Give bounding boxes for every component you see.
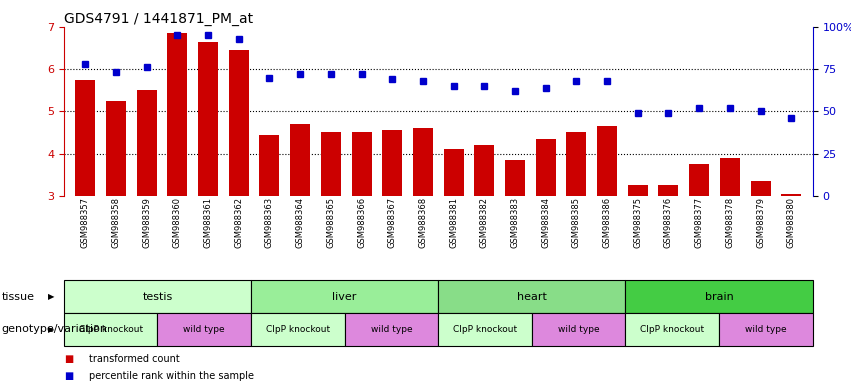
Bar bbox=[382, 131, 403, 196]
Text: genotype/variation: genotype/variation bbox=[2, 324, 108, 334]
Text: ▶: ▶ bbox=[48, 292, 54, 301]
Bar bbox=[625, 280, 813, 313]
Bar bbox=[567, 132, 586, 196]
Bar bbox=[345, 313, 438, 346]
Text: wild type: wild type bbox=[371, 325, 412, 334]
Text: ▶: ▶ bbox=[48, 325, 54, 334]
Text: brain: brain bbox=[705, 291, 734, 302]
Bar bbox=[260, 135, 279, 196]
Bar bbox=[438, 313, 532, 346]
Text: wild type: wild type bbox=[558, 325, 599, 334]
Text: heart: heart bbox=[517, 291, 547, 302]
Text: ClpP knockout: ClpP knockout bbox=[78, 325, 143, 334]
Text: wild type: wild type bbox=[745, 325, 786, 334]
Bar bbox=[443, 149, 464, 196]
Bar bbox=[719, 313, 813, 346]
Text: wild type: wild type bbox=[184, 325, 225, 334]
Bar bbox=[106, 101, 126, 196]
Bar bbox=[628, 185, 648, 196]
Bar bbox=[198, 42, 218, 196]
Text: testis: testis bbox=[142, 291, 173, 302]
Bar bbox=[413, 128, 433, 196]
Text: GDS4791 / 1441871_PM_at: GDS4791 / 1441871_PM_at bbox=[64, 12, 253, 26]
Bar bbox=[64, 280, 251, 313]
Text: ClpP knockout: ClpP knockout bbox=[266, 325, 330, 334]
Bar bbox=[536, 139, 556, 196]
Text: transformed count: transformed count bbox=[89, 354, 180, 364]
Bar bbox=[438, 280, 625, 313]
Bar bbox=[76, 80, 95, 196]
Text: ■: ■ bbox=[64, 371, 73, 381]
Bar bbox=[137, 90, 157, 196]
Text: ClpP knockout: ClpP knockout bbox=[640, 325, 705, 334]
Bar bbox=[720, 158, 740, 196]
Bar bbox=[689, 164, 709, 196]
Bar bbox=[532, 313, 625, 346]
Bar bbox=[168, 33, 187, 196]
Text: tissue: tissue bbox=[2, 291, 35, 302]
Text: percentile rank within the sample: percentile rank within the sample bbox=[89, 371, 254, 381]
Bar bbox=[751, 181, 770, 196]
Bar bbox=[64, 313, 157, 346]
Bar bbox=[290, 124, 310, 196]
Bar bbox=[659, 185, 678, 196]
Bar bbox=[474, 145, 494, 196]
Bar bbox=[625, 313, 719, 346]
Bar bbox=[505, 160, 525, 196]
Bar bbox=[157, 313, 251, 346]
Bar bbox=[781, 194, 801, 196]
Text: ■: ■ bbox=[64, 354, 73, 364]
Bar bbox=[321, 132, 340, 196]
Bar bbox=[351, 132, 372, 196]
Bar bbox=[597, 126, 617, 196]
Text: liver: liver bbox=[333, 291, 357, 302]
Bar bbox=[251, 280, 438, 313]
Text: ClpP knockout: ClpP knockout bbox=[453, 325, 517, 334]
Bar bbox=[251, 313, 345, 346]
Bar bbox=[229, 50, 248, 196]
